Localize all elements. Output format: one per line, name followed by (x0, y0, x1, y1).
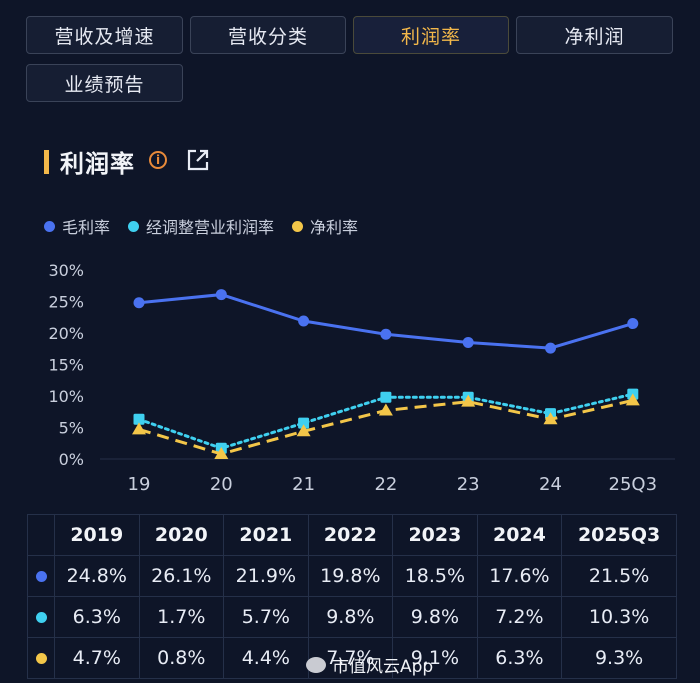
table-cell: 9.8% (307, 596, 394, 638)
title-accent-bar (44, 150, 49, 174)
y-tick-label: 15% (48, 356, 84, 375)
table-cell: 10.3% (561, 596, 677, 638)
watermark: 市值风云App (306, 652, 433, 677)
data-point-circle (298, 315, 310, 327)
table-cell: 4.4% (223, 637, 309, 679)
data-point-circle (380, 328, 392, 340)
legend-label: 毛利率 (62, 218, 111, 237)
legend-label: 经调整营业利润率 (146, 218, 275, 237)
data-point-triangle (543, 412, 558, 425)
table-header: 2020 (138, 514, 225, 556)
data-point-square (380, 391, 392, 403)
external-link-icon[interactable] (186, 148, 210, 176)
x-tick-label: 19 (128, 474, 151, 495)
data-point-triangle (378, 403, 393, 416)
tab-net-profit[interactable]: 净利润 (516, 16, 673, 54)
table-cell: 21.9% (223, 555, 309, 597)
chart-legend: 毛利率 经调整营业利润率 净利率 (44, 214, 358, 238)
legend-item-gross-margin[interactable]: 毛利率 (44, 214, 110, 238)
data-point-circle (545, 342, 556, 354)
data-point-triangle (625, 393, 640, 406)
y-tick-label: 0% (59, 450, 84, 469)
y-tick-label: 5% (59, 419, 84, 438)
data-point-square (133, 413, 145, 425)
data-point-circle (215, 289, 227, 301)
row-marker (27, 637, 55, 679)
table-header: 2023 (392, 514, 478, 556)
table-header-row: 2019 2020 2021 2022 2023 2024 2025Q3 (27, 514, 677, 556)
tab-profit-margin[interactable]: 利润率 (353, 16, 509, 54)
table-cell: 24.8% (54, 555, 140, 597)
table-header: 2025Q3 (561, 514, 677, 556)
tab-revenue-category[interactable]: 营收分类 (190, 16, 346, 54)
y-tick-label: 30% (48, 261, 84, 280)
y-tick-label: 20% (48, 324, 84, 343)
table-cell: 7.2% (476, 596, 563, 638)
table-header: 2024 (476, 514, 563, 556)
table-cell: 21.5% (561, 555, 677, 597)
x-tick-label: 21 (292, 474, 315, 495)
data-point-triangle (461, 394, 476, 407)
x-tick-label: 23 (457, 474, 480, 495)
x-tick-label: 25Q3 (609, 474, 658, 495)
table-cell: 9.1% (392, 637, 478, 679)
table-cell: 5.7% (223, 596, 309, 638)
table-header: 2021 (223, 514, 309, 556)
table-cell: 17.6% (476, 555, 563, 597)
legend-dot-net (292, 220, 304, 232)
section-title: 利润率 (60, 150, 135, 178)
table-cell: 26.1% (138, 555, 225, 597)
table-cell: 19.8% (307, 555, 394, 597)
data-point-circle (133, 297, 145, 309)
table-cell: 4.7% (54, 637, 140, 679)
data-table: 2019 2020 2021 2022 2023 2024 2025Q3 24.… (27, 514, 677, 679)
table-row-adjusted-margin: 6.3% 1.7% 5.7% 9.8% 9.8% 7.2% 10.3% (27, 596, 677, 638)
x-tick-label: 24 (539, 474, 562, 495)
row-marker (27, 555, 55, 597)
data-point-triangle (132, 422, 146, 435)
table-cell: 9.8% (392, 596, 478, 638)
legend-label: 净利率 (310, 218, 359, 237)
row-marker (27, 596, 55, 638)
legend-dot-adjusted (128, 220, 140, 232)
series-line-0 (138, 293, 634, 350)
weibo-icon (306, 656, 326, 673)
legend-item-net-margin[interactable]: 净利率 (292, 214, 358, 238)
x-tick-label: 20 (210, 474, 233, 495)
tab-earnings-forecast[interactable]: 业绩预告 (26, 64, 183, 102)
table-cell: 18.5% (392, 555, 478, 597)
data-point-square (298, 417, 310, 429)
table-cell: 6.3% (476, 637, 563, 679)
data-point-circle (462, 336, 474, 348)
table-header: 2022 (307, 514, 394, 556)
info-circle-icon[interactable]: i (149, 151, 167, 169)
y-tick-label: 10% (48, 387, 84, 406)
table-cell: 9.3% (561, 637, 677, 679)
table-cell: 6.3% (54, 596, 140, 638)
table-corner (27, 514, 55, 556)
table-row-gross-margin: 24.8% 26.1% 21.9% 19.8% 18.5% 17.6% 21.5… (27, 555, 677, 597)
x-tick-label: 22 (374, 474, 397, 495)
watermark-text: 市值风云App (332, 657, 434, 677)
data-point-triangle (214, 446, 229, 459)
y-tick-label: 25% (48, 293, 84, 312)
legend-dot-gross (44, 220, 55, 232)
table-cell: 1.7% (138, 596, 225, 638)
data-point-circle (627, 318, 639, 330)
data-point-triangle (296, 424, 311, 437)
table-header: 2019 (54, 514, 140, 556)
tab-revenue-growth[interactable]: 营收及增速 (26, 16, 183, 54)
legend-item-adjusted-margin[interactable]: 经调整营业利润率 (128, 214, 274, 238)
table-cell: 0.8% (138, 637, 225, 679)
line-chart: 30% 25% 20% 15% 10% 5% 0% 19 20 21 22 23 24 25Q3 (48, 261, 675, 495)
